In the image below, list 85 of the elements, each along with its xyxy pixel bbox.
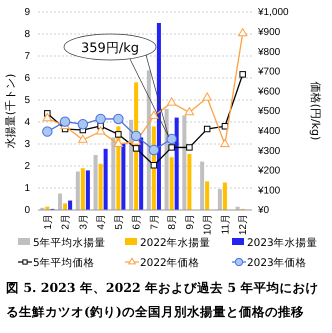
y2-axis-title: 価格(円/kg) — [309, 82, 322, 140]
x-tick-label: 7月 — [149, 214, 160, 230]
x-tick-label: 5月 — [114, 214, 125, 230]
x-tick-label: 8月 — [167, 214, 178, 230]
point — [42, 126, 53, 137]
point — [148, 144, 160, 156]
y2-tick-label: ¥400 — [257, 126, 281, 137]
point — [204, 126, 210, 132]
y2-tick-label: ¥700 — [257, 66, 281, 78]
y-tick-label: 2 — [24, 161, 30, 172]
x-tick-label: 2月 — [60, 214, 72, 230]
legend-label: 2022年水揚量 — [140, 236, 211, 249]
y-axis-title: 水揚量(千トン) — [4, 74, 17, 148]
point — [186, 144, 193, 151]
point — [115, 131, 122, 138]
legend-label: 2023年価格 — [247, 257, 307, 269]
point — [78, 134, 88, 143]
bar — [68, 200, 72, 210]
point — [220, 138, 230, 148]
x-tick-label: 3月 — [78, 214, 90, 230]
y2-tick-label: ¥500 — [257, 106, 281, 118]
point — [202, 92, 212, 101]
x-tick-label: 1月 — [42, 214, 54, 230]
bar — [86, 170, 90, 210]
bar — [205, 181, 210, 210]
legend-label: 2023年水揚量 — [247, 236, 318, 249]
point — [78, 119, 88, 130]
y-tick-label: 8 — [24, 29, 30, 40]
y2-tick-label: ¥200 — [257, 166, 281, 177]
point — [149, 110, 159, 119]
x-tick-label: 6月 — [132, 214, 143, 230]
bar — [63, 203, 68, 210]
bar — [156, 23, 161, 210]
point — [184, 107, 194, 116]
x-tick-label: 10月 — [202, 214, 214, 236]
legend-label: 5年平均水揚量 — [33, 236, 106, 249]
y2-tick-label: ¥800 — [257, 46, 281, 58]
y-tick-label: 1 — [24, 183, 30, 194]
y2-tick-label: ¥900 — [257, 27, 281, 38]
y2-tick-label: ¥0 — [257, 205, 270, 216]
y2-tick-label: ¥300 — [257, 146, 281, 157]
point — [166, 97, 176, 106]
bar — [170, 157, 174, 210]
bar — [80, 168, 85, 210]
text: 図 5. 2023 年、2022 年および過去 5 年平均における生鮮カツオ(釣り)の全国月別水揚量と価格の推移 — [6, 279, 320, 321]
y-tick-label: 3 — [24, 139, 30, 150]
y2-tick-label: ¥100 — [257, 185, 281, 196]
bar — [139, 137, 144, 210]
point — [114, 138, 124, 147]
y-tick-label: 7 — [24, 51, 30, 62]
bar — [58, 194, 62, 210]
bar — [222, 182, 227, 210]
bar — [187, 154, 192, 210]
point — [166, 134, 177, 144]
bar — [236, 206, 240, 210]
bar — [121, 142, 126, 210]
point — [113, 114, 124, 124]
y2-tick-label: ¥1,000 — [257, 7, 290, 18]
point — [130, 130, 142, 142]
point — [238, 28, 248, 36]
bar — [98, 164, 103, 210]
legend-label: 2022年価格 — [140, 257, 200, 269]
bar — [104, 148, 108, 210]
y-tick-label: 9 — [24, 7, 30, 18]
point — [95, 114, 106, 124]
x-tick-label: 12月 — [238, 214, 250, 236]
point — [132, 145, 140, 152]
point — [150, 162, 158, 168]
bar — [45, 206, 50, 210]
bar — [174, 118, 179, 210]
x-tick-label: 4月 — [96, 214, 108, 230]
x-tick-label: 9月 — [184, 214, 196, 230]
point — [239, 71, 246, 78]
y-tick-label: 6 — [24, 73, 30, 84]
y-tick-label: 4 — [24, 117, 30, 128]
point — [168, 144, 175, 151]
x-tick-label: 11月 — [220, 214, 232, 234]
point — [96, 126, 106, 134]
annotation: 359円/kg — [81, 41, 139, 56]
y-tick-label: 5 — [24, 95, 30, 106]
point — [42, 113, 52, 122]
point — [60, 116, 70, 127]
legend-label: 5年平均価格 — [33, 257, 95, 269]
y-tick-label: 0 — [24, 205, 30, 216]
y2-tick-label: ¥600 — [257, 86, 281, 98]
